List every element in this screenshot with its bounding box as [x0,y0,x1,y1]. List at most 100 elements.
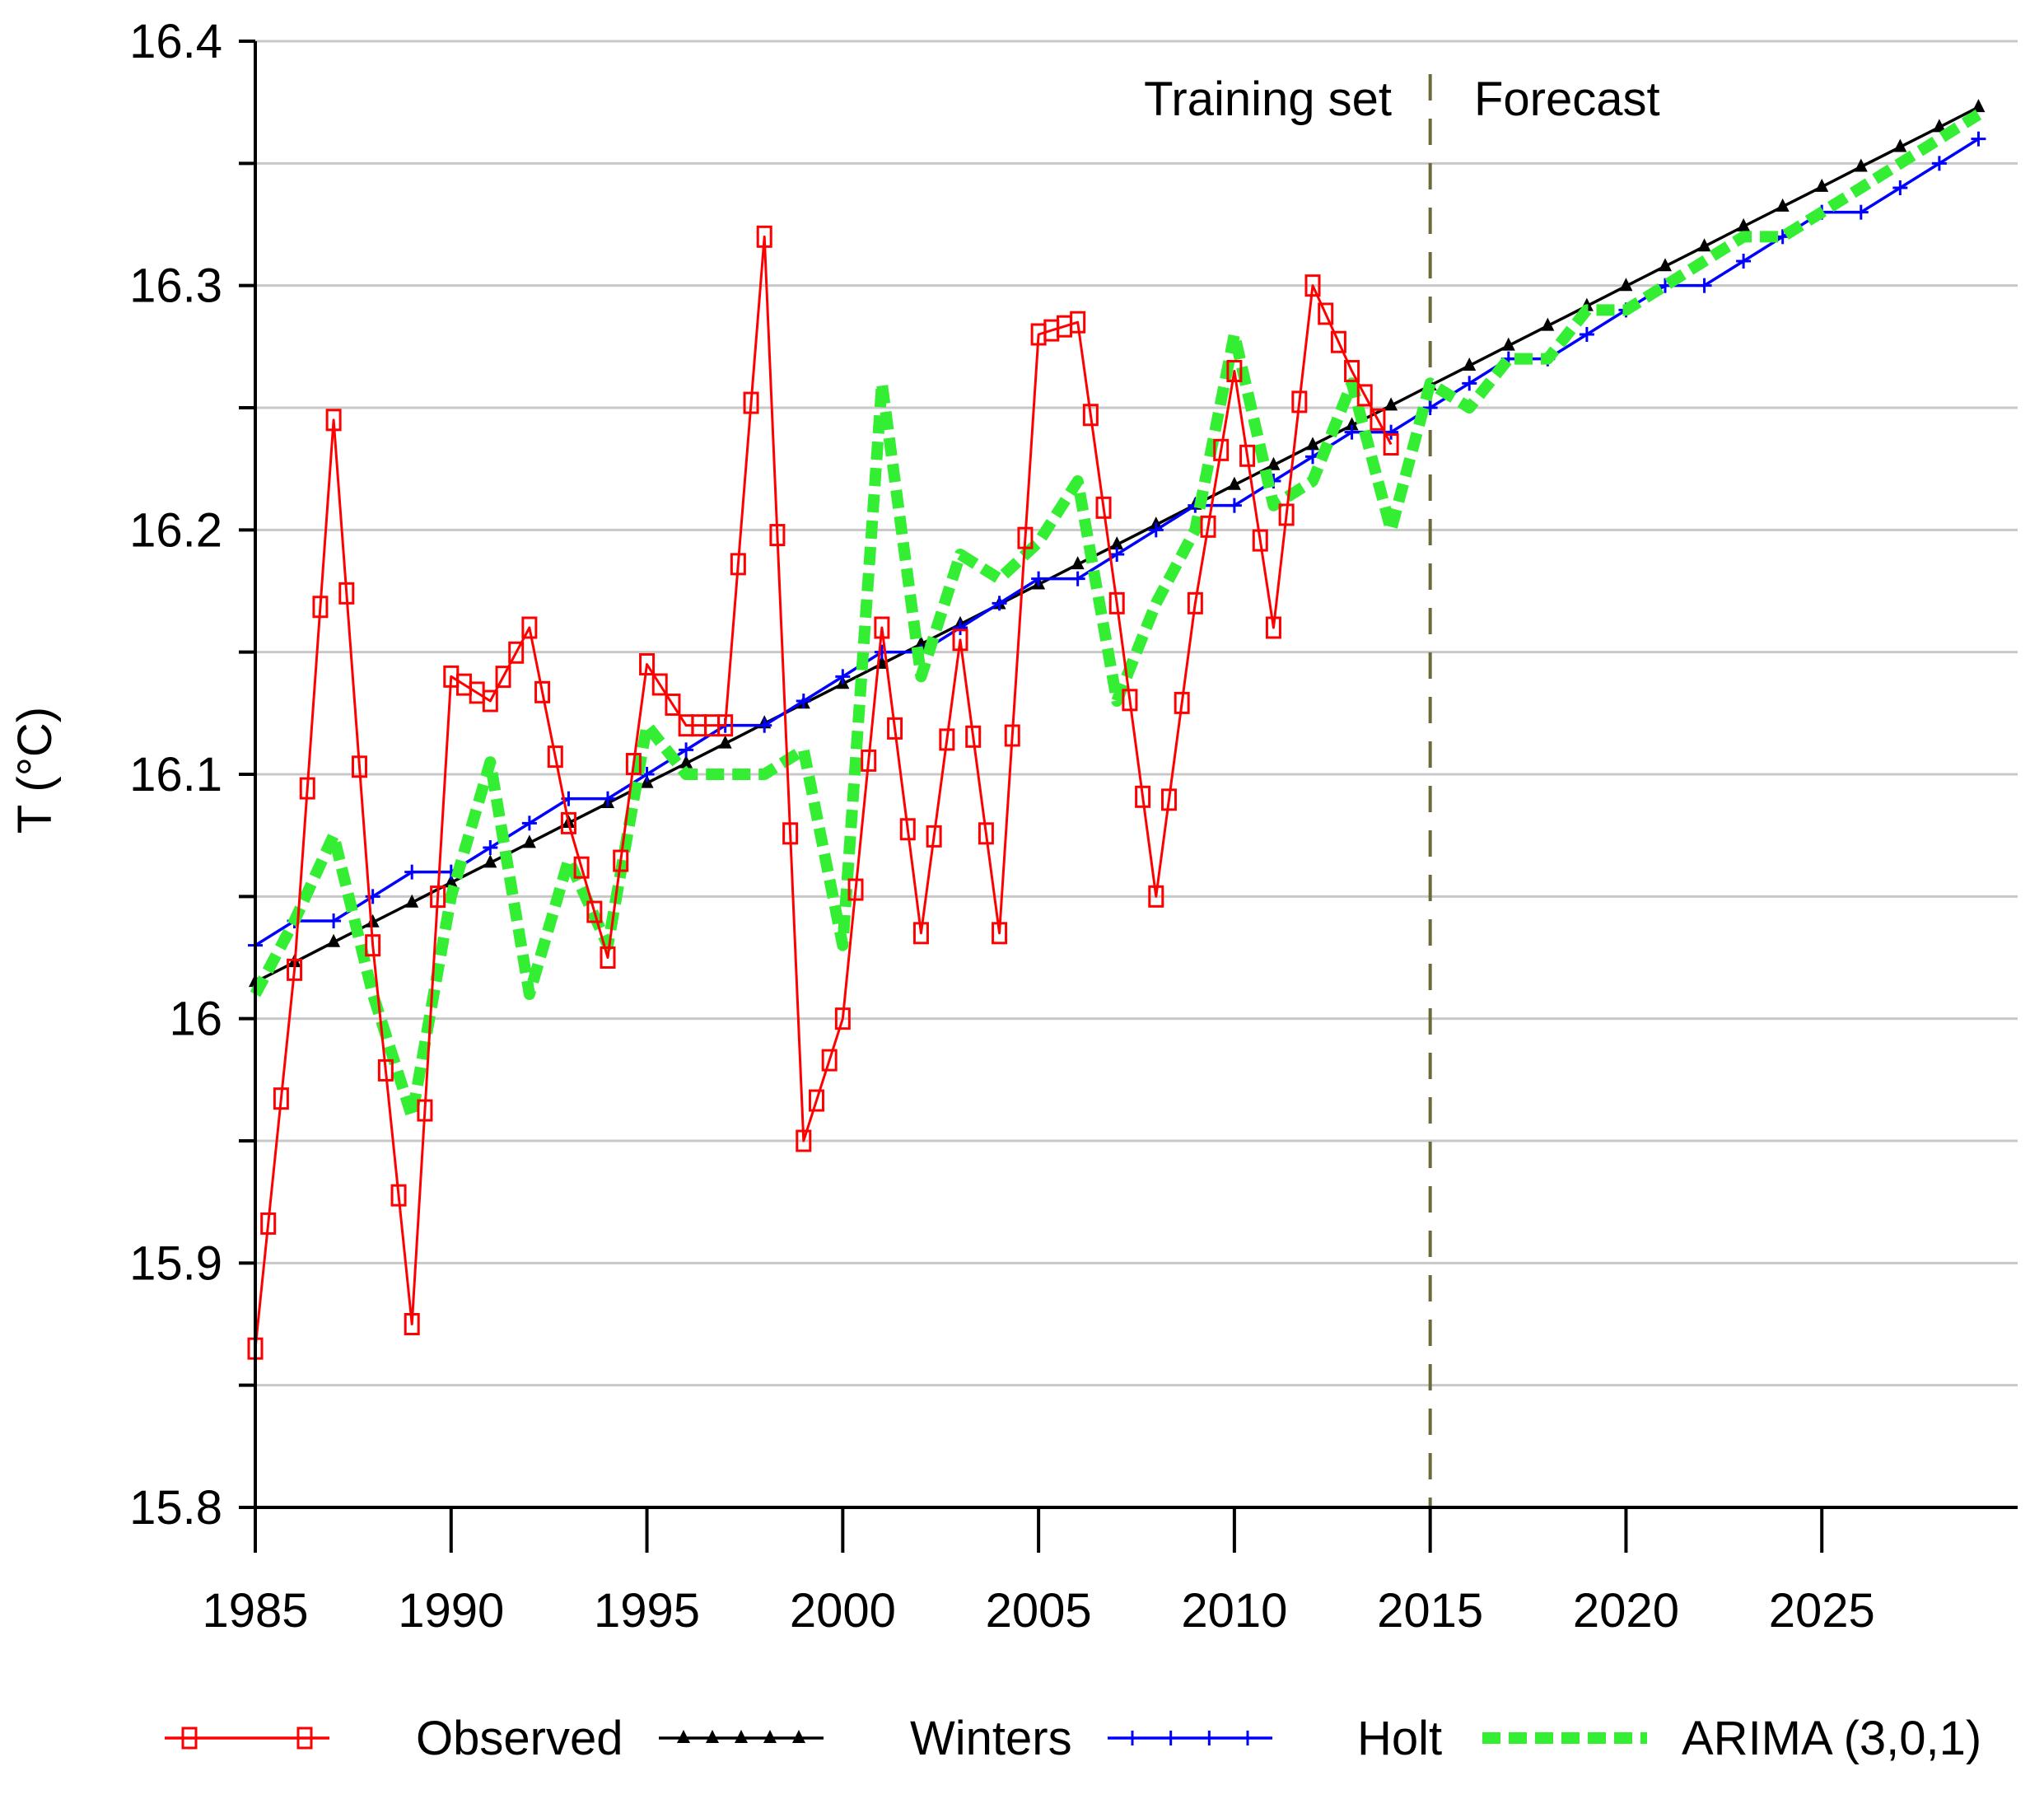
data-point [1187,591,1203,614]
data-point [1318,302,1334,325]
data-point [1370,408,1386,431]
y-tick-label: 16 [169,993,222,1046]
y-tick-label: 16.3 [129,259,222,313]
data-point [874,616,890,639]
data-point [1227,476,1241,490]
data-point [834,1007,851,1030]
y-tick-label: 16.4 [129,15,222,68]
data-point [1659,258,1672,272]
data-point [1017,526,1034,549]
y-tick-label: 15.9 [129,1236,222,1290]
data-point [651,673,668,696]
data-point [1070,311,1086,334]
legend-marker [706,1730,719,1743]
legend-marker [1125,1731,1140,1745]
y-axis-title: T (°C) [8,707,62,834]
series-lines [247,99,1986,1360]
tick-labels: 15.8 15.9 16 16.1 16.2 16.3 16.4 1985 1990 1995 20… [129,15,1875,1638]
data-point [495,666,511,689]
axes [239,40,2018,1553]
data-point [1619,278,1633,292]
gridlines [255,40,2018,1387]
data-point [325,409,342,432]
data-point [1541,317,1555,331]
data-point [874,644,889,660]
data-point [327,933,341,947]
legend-marker [1163,1731,1178,1745]
legend-swatch-observed [165,1727,329,1750]
data-point [782,822,799,845]
data-point [1737,217,1751,231]
data-point [835,669,851,685]
data-point [1200,515,1216,538]
data-point [547,745,563,769]
data-point [1135,785,1151,808]
data-point [405,894,419,908]
data-point [1815,178,1829,192]
data-point [1853,204,1869,220]
data-point [796,694,811,708]
data-point [326,914,342,928]
data-point [1148,885,1164,908]
data-point [1384,424,1399,440]
data-point [534,680,551,703]
data-point [717,714,734,737]
legend-marker [677,1730,690,1743]
legend-swatch-winters [659,1730,824,1743]
data-point [679,755,693,769]
data-point [1174,691,1190,714]
data-point [573,856,590,879]
data-point [743,391,759,414]
data-point [1004,724,1020,747]
y-tick-label: 16.2 [129,503,222,557]
data-point [522,834,536,848]
data-point [600,791,615,806]
training-set-label: Training set [1144,72,1392,126]
data-point [1383,433,1399,456]
x-tick-label: 1990 [398,1584,504,1638]
data-point [1109,547,1125,562]
data-point [1854,158,1868,172]
data-point [1696,278,1712,293]
data-point [1697,238,1711,252]
data-point [338,582,355,605]
data-point [1384,397,1398,411]
data-point [1932,119,1946,133]
data-point [1892,180,1908,195]
data-point [665,693,681,716]
data-point [508,641,525,664]
data-point [796,1129,812,1152]
data-point [821,1049,838,1072]
data-point [679,742,694,758]
legend-marker [1202,1731,1217,1745]
legend-marker [296,1727,313,1750]
data-point [1160,788,1177,811]
data-point [1330,330,1346,353]
data-point [1345,417,1359,431]
data-point [1082,404,1099,427]
data-point [1501,337,1515,351]
x-tick-label: 2000 [790,1584,896,1638]
data-point [366,914,380,928]
data-point [861,749,877,772]
data-point [483,840,498,855]
forecast-label: Forecast [1474,72,1660,126]
legend-marker [1240,1731,1255,1745]
data-point [1736,254,1752,269]
x-tick-label: 1995 [594,1584,700,1638]
data-point [914,635,928,649]
data-point [1148,522,1164,538]
data-point [1776,198,1790,212]
data-point [404,864,420,880]
legend-label-winters: Winters [910,1712,1072,1765]
legend-label-arima: ARIMA (3,0,1) [1682,1712,1981,1765]
data-point [769,524,786,547]
data-point [521,815,537,831]
data-point [952,628,968,652]
data-point [287,958,303,981]
data-point [351,755,367,778]
data-point [1931,156,1947,171]
data-point [1070,571,1085,586]
data-point [1226,498,1242,513]
data-point [1278,503,1295,526]
